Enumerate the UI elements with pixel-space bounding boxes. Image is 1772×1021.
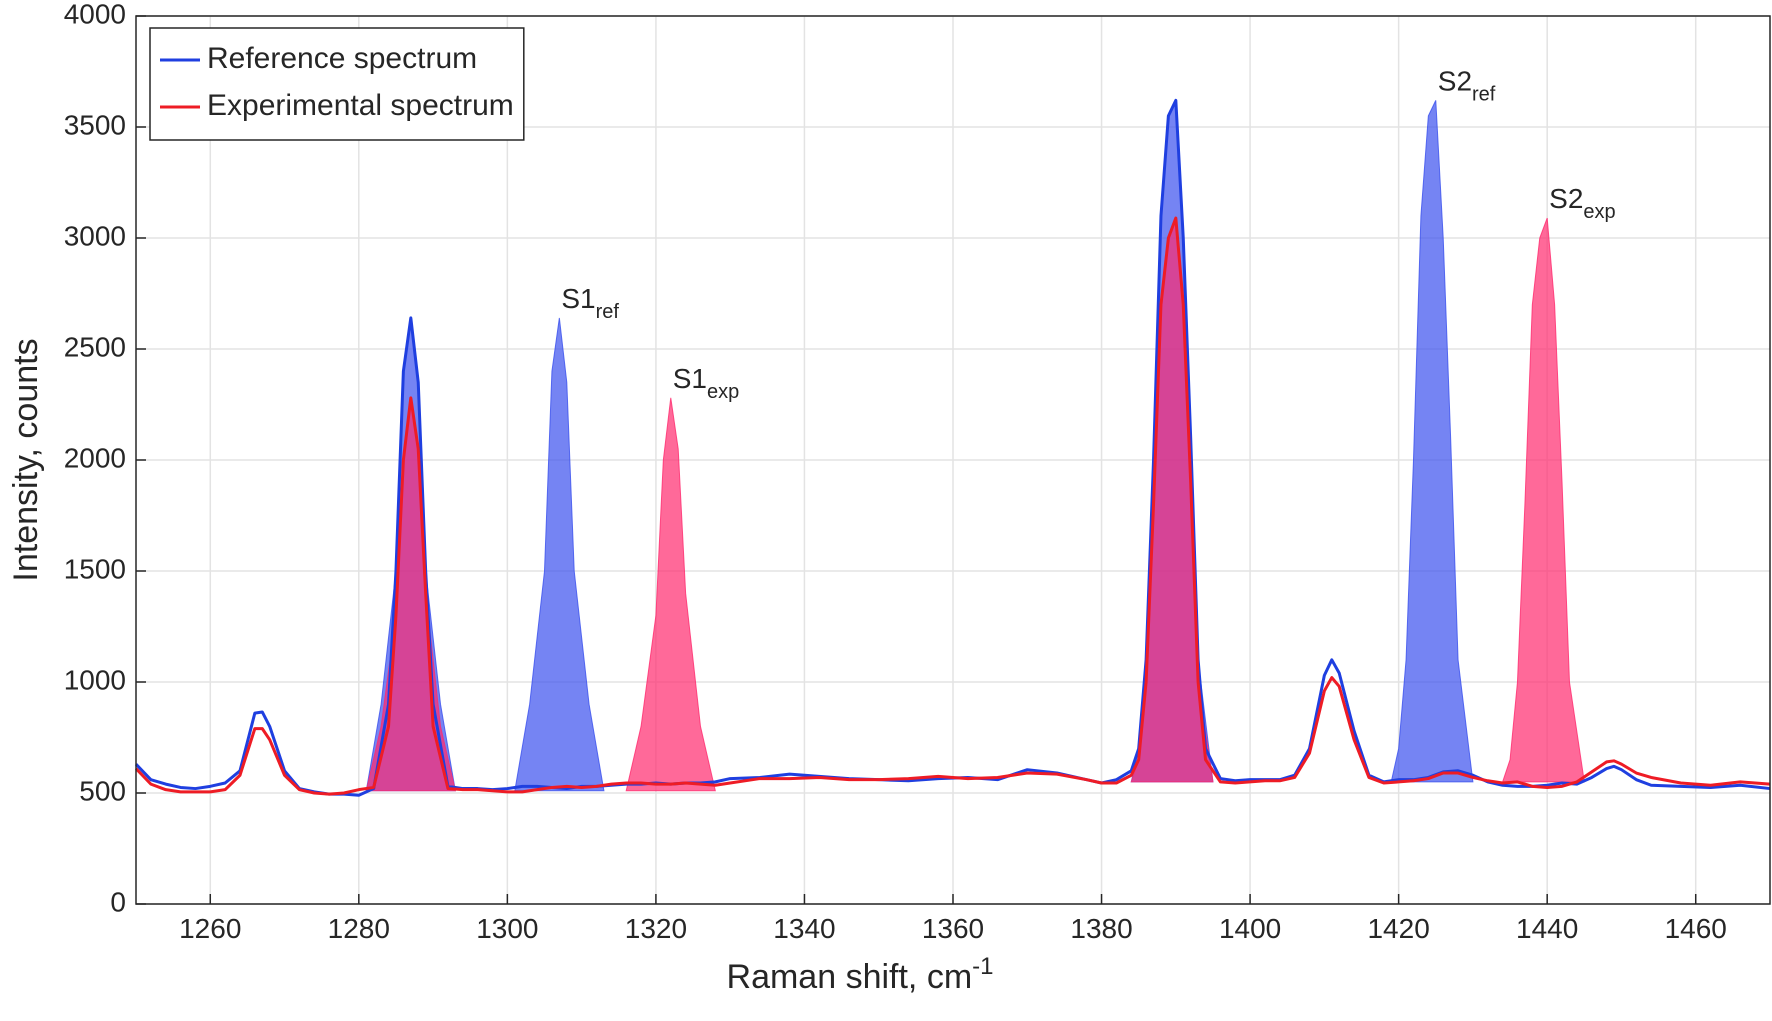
legend-box	[149, 27, 525, 141]
y-tick-label: 3500	[64, 109, 126, 140]
peak-label: S2ref	[1438, 65, 1496, 105]
legend-label: Reference spectrum	[207, 42, 477, 75]
y-tick-label: 1500	[64, 553, 126, 584]
x-axis-label-text: Raman shift, cm	[727, 958, 973, 996]
x-tick-label: 1440	[1516, 913, 1578, 944]
x-axis-label-sup: -1	[972, 953, 993, 980]
y-axis-label: Intensity, counts	[7, 338, 45, 581]
peak-label-main: S1	[673, 363, 707, 394]
x-tick-label: 1280	[328, 913, 390, 944]
peak-label-main: S2	[1438, 65, 1472, 96]
peak-label: S1ref	[561, 283, 619, 323]
x-axis-label: Raman shift, cm-1	[727, 953, 994, 996]
series-line	[134, 216, 1771, 796]
peak-area	[625, 397, 716, 792]
peak-area	[1390, 100, 1474, 783]
peak-label-main: S1	[561, 283, 595, 314]
peak-label-main: S2	[1549, 183, 1583, 214]
plot-frame	[135, 15, 1771, 905]
peak-label-sub: ref	[596, 301, 620, 323]
y-tick-label: 500	[79, 775, 126, 806]
x-tick-label: 1420	[1367, 913, 1429, 944]
x-tick-label: 1260	[179, 913, 241, 944]
peak-label: S2exp	[1549, 183, 1616, 223]
peak-area	[1501, 217, 1585, 783]
legend: Reference spectrum Experimental spectrum	[149, 27, 525, 141]
y-tick-label: 1000	[64, 664, 126, 695]
y-tick-label: 0	[110, 886, 126, 917]
y-tick-label: 2500	[64, 331, 126, 362]
x-tick-label: 1380	[1070, 913, 1132, 944]
x-tick-label: 1340	[773, 913, 835, 944]
y-tick-label: 3000	[64, 220, 126, 251]
y-tick-label: 2000	[64, 442, 126, 473]
y-tick-label: 4000	[64, 0, 126, 29]
peak-label: S1exp	[673, 363, 740, 403]
x-tick-label: 1400	[1219, 913, 1281, 944]
legend-label: Experimental spectrum	[207, 89, 514, 122]
x-tick-label: 1320	[625, 913, 687, 944]
peak-label-sub: exp	[707, 381, 739, 403]
x-tick-label: 1300	[476, 913, 538, 944]
peak-area	[514, 317, 605, 792]
x-tick-label: 1460	[1665, 913, 1727, 944]
peak-label-sub: ref	[1472, 83, 1496, 105]
peak-label-sub: exp	[1583, 201, 1615, 223]
x-tick-label: 1360	[922, 913, 984, 944]
